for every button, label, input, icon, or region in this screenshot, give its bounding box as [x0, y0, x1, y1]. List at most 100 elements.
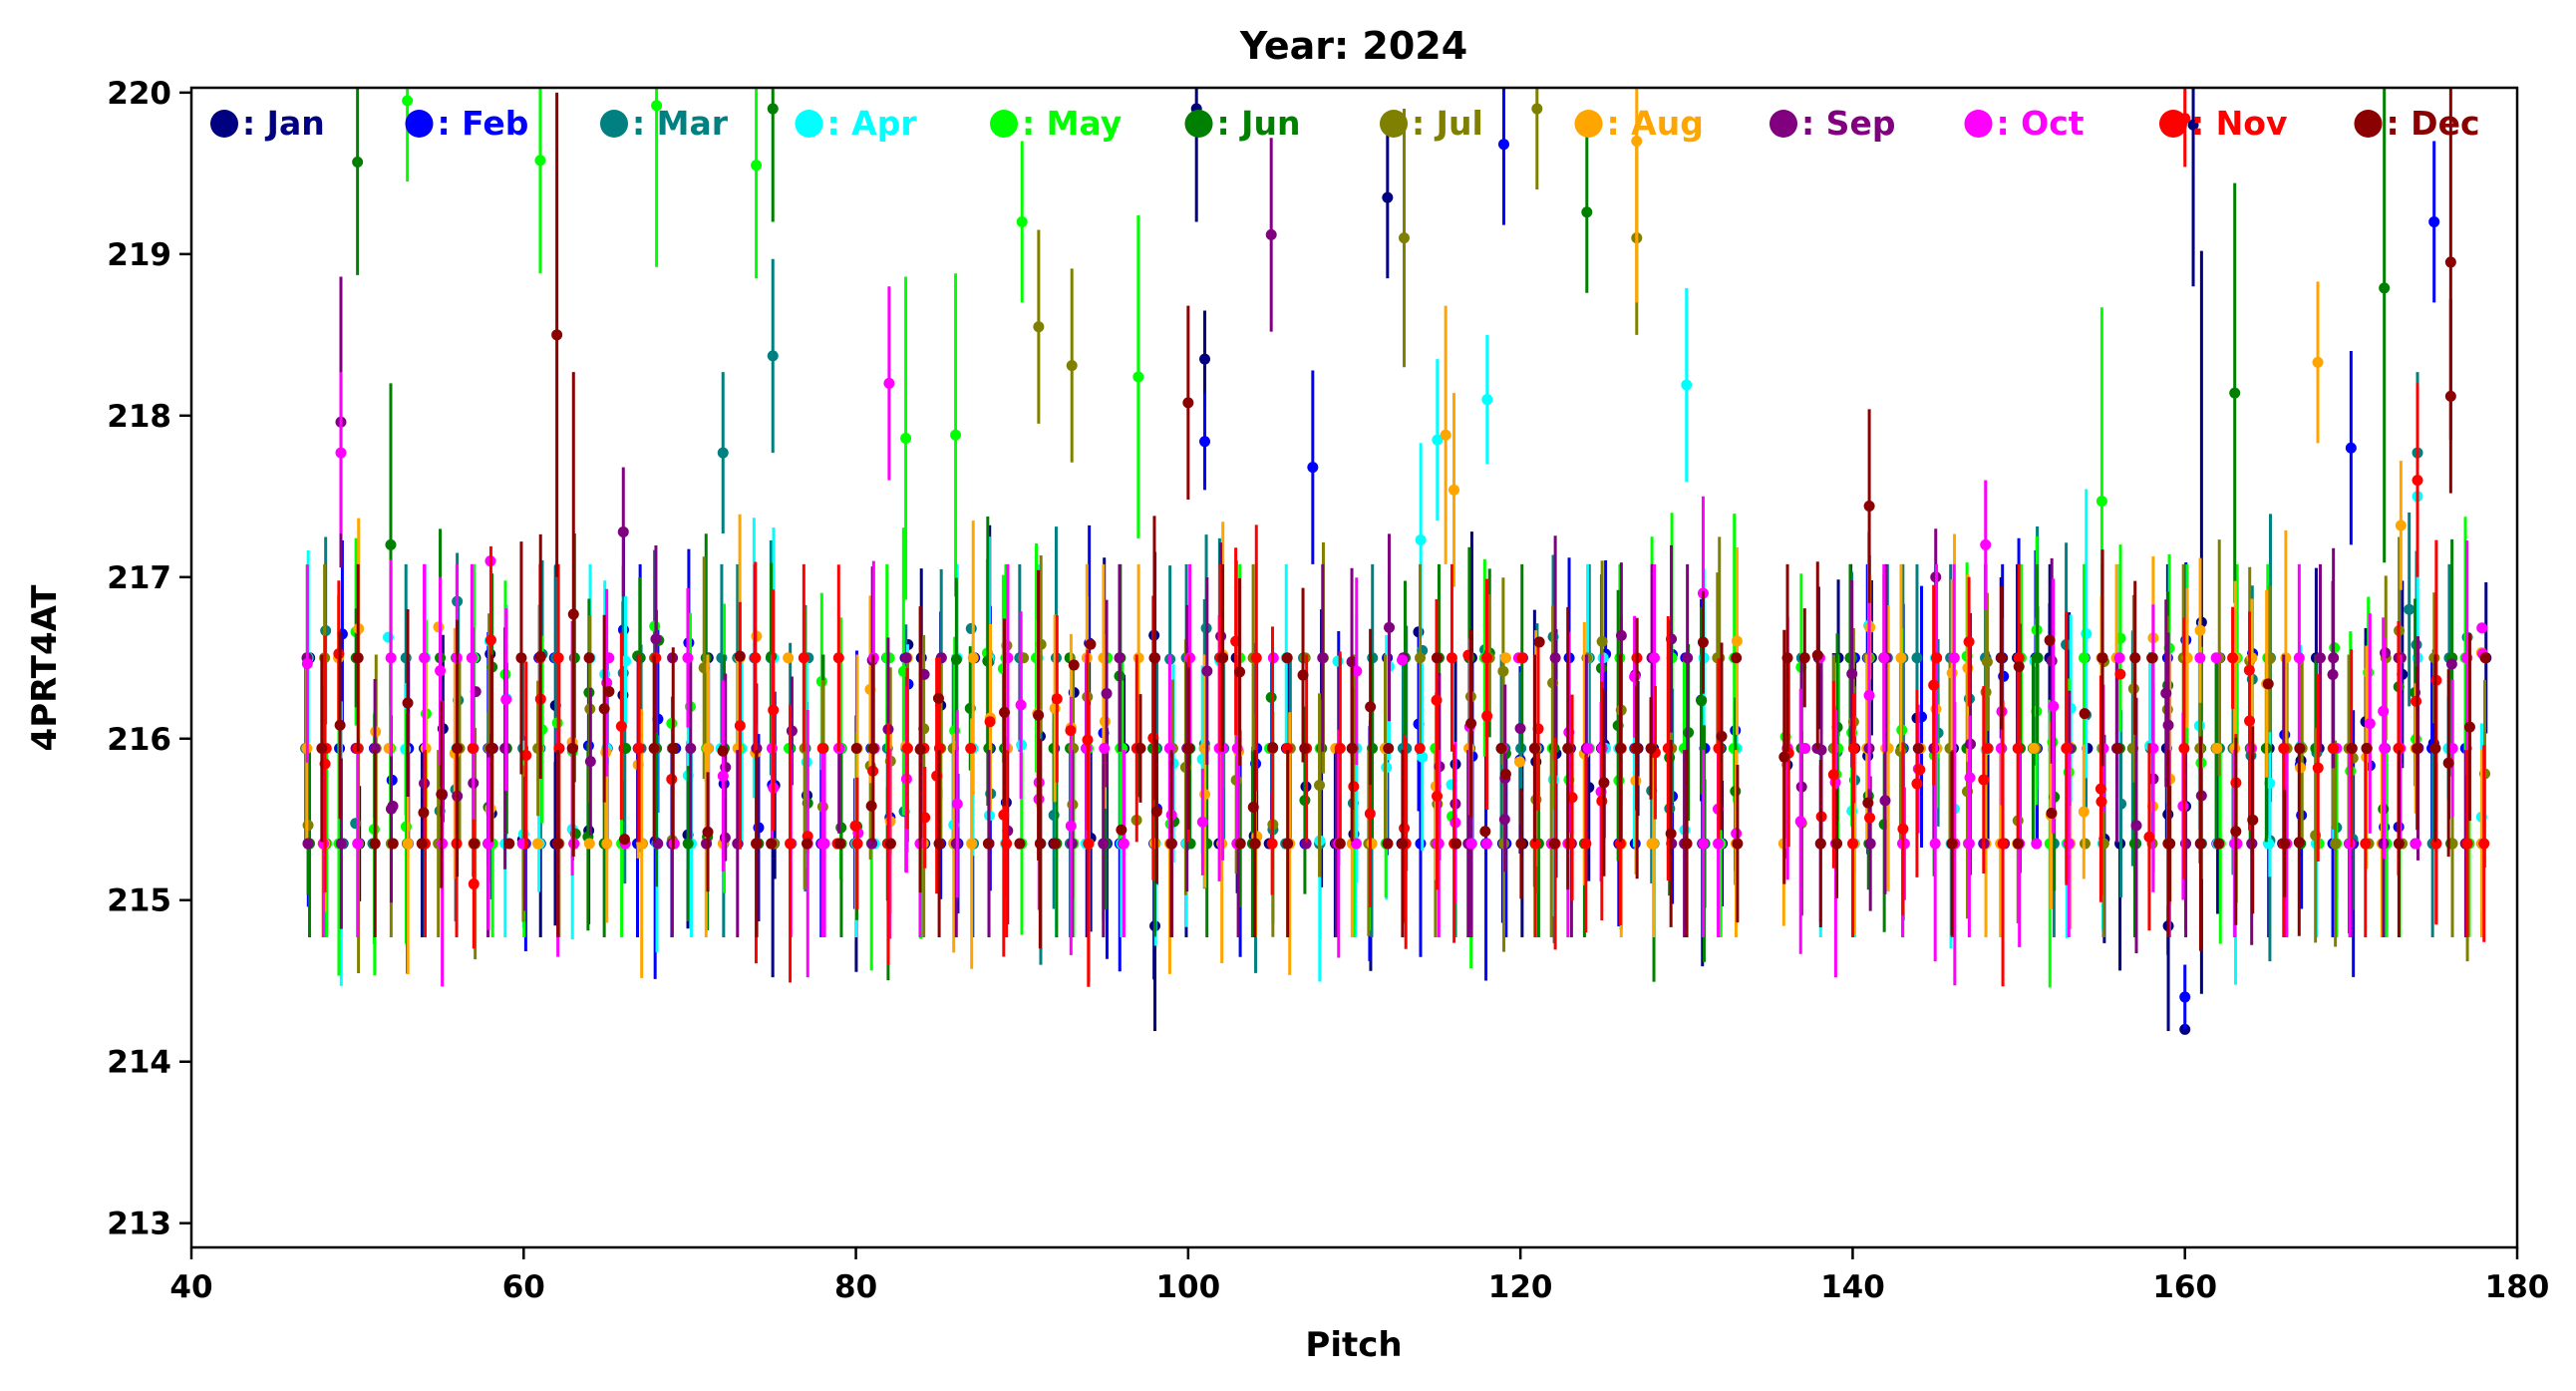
data-point [951, 798, 963, 810]
data-point [965, 742, 977, 754]
x-tick-label: 100 [1155, 1269, 1220, 1305]
data-point [2412, 742, 2423, 754]
data-point [2330, 838, 2342, 850]
data-point [1034, 838, 1046, 850]
data-point [1497, 665, 1509, 677]
data-point [520, 749, 532, 761]
data-point [532, 838, 544, 850]
data-point [1300, 838, 1312, 850]
data-point [1182, 397, 1194, 409]
data-point [352, 838, 364, 850]
data-point [1732, 838, 1744, 850]
data-point [648, 742, 660, 754]
data-point [1299, 795, 1311, 807]
data-point [2364, 718, 2376, 730]
y-axis: 213 214 215 216 217 218 219 220 [107, 76, 191, 1242]
data-point [2230, 826, 2242, 838]
data-point [1182, 742, 1194, 754]
data-point [834, 838, 846, 850]
data-point [2187, 119, 2199, 131]
data-point [2442, 757, 2454, 769]
data-point [1562, 742, 1574, 754]
data-point [1864, 812, 1876, 824]
data-point [2211, 742, 2223, 754]
data-point [1267, 742, 1279, 754]
data-point [1465, 838, 1477, 850]
data-point [369, 838, 381, 850]
data-point [1516, 652, 1528, 664]
data-point [900, 432, 912, 444]
data-point [2143, 831, 2155, 843]
data-point [1878, 652, 1890, 664]
legend-label: : Jul [1412, 104, 1483, 143]
data-point [1911, 652, 1923, 664]
data-point [682, 838, 694, 850]
data-point [1980, 686, 1992, 698]
data-point [1234, 666, 1246, 678]
data-point [1199, 436, 1211, 448]
data-point [2111, 742, 2123, 754]
data-point [2363, 666, 2375, 678]
data-point [685, 742, 697, 754]
data-point [2410, 838, 2421, 850]
data-point [2346, 742, 2358, 754]
data-point [1132, 652, 1144, 664]
data-point [2079, 708, 2091, 720]
data-point [1083, 838, 1095, 850]
data-point [2095, 796, 2107, 808]
data-point [1533, 636, 1545, 648]
data-point [2048, 700, 2060, 712]
data-point [2194, 838, 2206, 850]
data-point [618, 834, 630, 846]
data-point [1528, 742, 1540, 754]
data-point [768, 704, 780, 716]
data-point [1432, 790, 1444, 802]
data-point [1531, 103, 1543, 115]
data-point [802, 838, 813, 850]
data-point [2146, 652, 2158, 664]
data-point [2081, 627, 2093, 639]
data-point [999, 706, 1011, 718]
data-point [1697, 636, 1709, 648]
data-point [1116, 824, 1127, 836]
data-point [1148, 652, 1160, 664]
y-tick-label: 215 [107, 883, 171, 919]
data-point [1150, 806, 1162, 818]
data-point [2379, 742, 2391, 754]
x-tick-label: 140 [1820, 1269, 1885, 1305]
data-point [633, 742, 645, 754]
data-point [2429, 742, 2441, 754]
data-point [1049, 702, 1061, 714]
legend-marker [405, 110, 434, 138]
data-point [867, 742, 879, 754]
data-point [1415, 534, 1427, 546]
x-tick-label: 60 [502, 1269, 545, 1305]
legend-label: : Dec [2387, 104, 2480, 143]
data-point [1548, 838, 1560, 850]
data-point [1515, 838, 1527, 850]
data-point [385, 538, 397, 550]
data-point [950, 653, 962, 665]
data-point [1566, 792, 1578, 804]
data-point [1596, 635, 1608, 647]
data-point [2129, 652, 2141, 664]
data-point [1249, 838, 1261, 850]
data-point [2046, 655, 2058, 667]
data-point [1794, 816, 1806, 828]
data-point [786, 725, 798, 737]
data-point [1065, 820, 1077, 832]
data-point [750, 652, 762, 664]
data-point [702, 826, 714, 838]
data-point [1665, 828, 1677, 840]
data-point [1415, 652, 1427, 664]
data-point [2445, 658, 2457, 670]
data-point [1334, 838, 1346, 850]
data-point [1564, 838, 1576, 850]
data-point [1946, 838, 1958, 850]
data-point [798, 652, 809, 664]
data-point [1827, 769, 1839, 781]
x-axis: 40 60 80 100 120 140 160 180 [169, 1247, 2549, 1305]
data-point [500, 694, 512, 706]
